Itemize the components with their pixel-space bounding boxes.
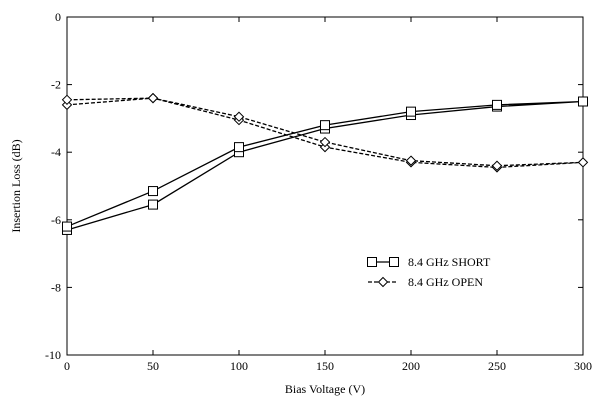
- data-point: [492, 99, 502, 110]
- data-point: [62, 221, 72, 232]
- x-tick-label: 0: [64, 359, 70, 373]
- x-tick-label: 250: [488, 359, 506, 373]
- legend-marker: [389, 257, 399, 267]
- plot-frame: [66, 16, 584, 356]
- y-tick-label: -4: [51, 145, 61, 159]
- y-tick-label: -10: [45, 348, 61, 362]
- x-tick-label: 150: [316, 359, 334, 373]
- data-point: [148, 186, 158, 197]
- y-axis-label: Insertion Loss (dB): [9, 139, 23, 232]
- x-tick-label: 300: [574, 359, 592, 373]
- data-point: [147, 92, 159, 104]
- x-tick-label: 100: [230, 359, 248, 373]
- data-point: [577, 157, 589, 168]
- data-point: [234, 142, 244, 153]
- legend-label: 8.4 GHz SHORT: [408, 255, 491, 269]
- x-tick-label: 50: [147, 359, 159, 373]
- legend-label: 8.4 GHz OPEN: [408, 275, 483, 289]
- series-diamond: [61, 92, 589, 173]
- y-tick-label: -8: [51, 280, 61, 294]
- data-point: [491, 160, 503, 171]
- data-point: [319, 136, 331, 148]
- y-tick-label: -2: [51, 78, 61, 92]
- data-point: [578, 96, 588, 107]
- series-square: [62, 96, 588, 235]
- x-tick-label: 200: [402, 359, 420, 373]
- data-point: [406, 106, 416, 117]
- x-axis-label: Bias Voltage (V): [285, 382, 365, 396]
- data-point: [233, 111, 245, 122]
- data-point: [405, 155, 417, 166]
- y-tick-label: -6: [51, 213, 61, 227]
- data-point: [148, 199, 158, 210]
- legend-marker: [367, 257, 377, 267]
- legend-entry: 8.4 GHz OPEN: [368, 275, 483, 289]
- data-point: [61, 94, 73, 106]
- legend-entry: 8.4 GHz SHORT: [367, 255, 491, 269]
- legend-marker: [377, 276, 389, 288]
- data-point: [320, 120, 330, 131]
- y-tick-label: 0: [55, 10, 61, 24]
